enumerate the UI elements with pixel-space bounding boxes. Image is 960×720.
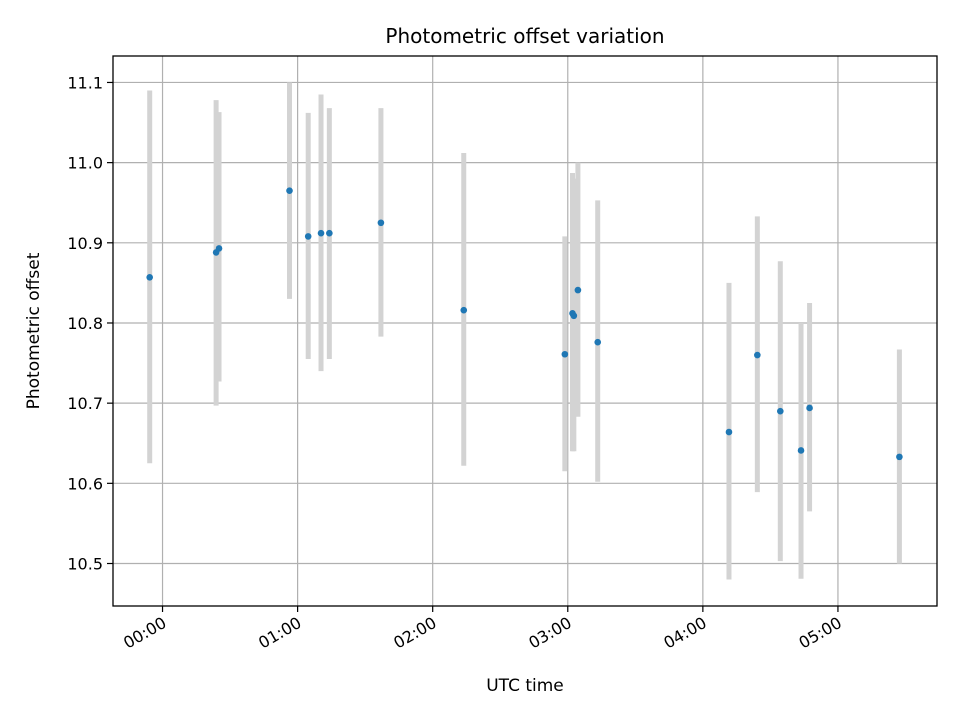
data-point-2 [215,245,223,252]
grid-layer [113,56,937,606]
x-tick-label-2: 02:00 [390,613,439,653]
y-tick-label-0: 10.5 [67,555,103,574]
data-point-9 [561,350,569,358]
data-point-12 [574,286,582,294]
y-axis-ticks: 10.5 10.6 10.7 10.8 10.9 11.0 11.1 [67,73,113,574]
y-tick-label-5: 11.0 [67,154,103,173]
data-point-16 [777,407,784,415]
x-tick-label-5: 05:00 [796,613,845,653]
data-point-15 [754,351,761,359]
data-point-6 [326,229,333,237]
data-point-17 [797,447,805,454]
data-point-7 [377,219,385,227]
y-tick-label-6: 11.1 [67,73,103,92]
y-tick-label-4: 10.9 [67,234,103,253]
x-axis-label: UTC time [486,676,564,696]
y-tick-label-2: 10.7 [67,394,103,413]
data-point-0 [146,273,153,281]
chart-title: Photometric offset variation [385,24,664,48]
data-point-3 [286,187,293,194]
x-tick-label-1: 01:00 [255,613,304,653]
x-tick-label-4: 04:00 [660,613,709,653]
y-tick-label-1: 10.6 [67,474,103,493]
data-point-4 [304,233,312,240]
point-layer [146,187,903,461]
data-point-11 [570,312,578,320]
x-tick-label-0: 00:00 [120,613,169,653]
x-tick-label-3: 03:00 [525,613,574,653]
data-point-18 [806,404,813,412]
plot-frame [112,55,938,607]
data-point-8 [460,306,468,314]
data-point-13 [594,338,602,346]
y-axis-label: Photometric offset [24,252,44,409]
data-point-14 [725,428,733,436]
y-tick-label-3: 10.8 [67,314,103,333]
x-axis-ticks: 00:00 01:00 02:00 03:00 04:00 05:00 [120,606,845,653]
errorbar-layer [147,82,902,580]
data-point-19 [896,453,903,461]
data-point-5 [317,229,325,237]
